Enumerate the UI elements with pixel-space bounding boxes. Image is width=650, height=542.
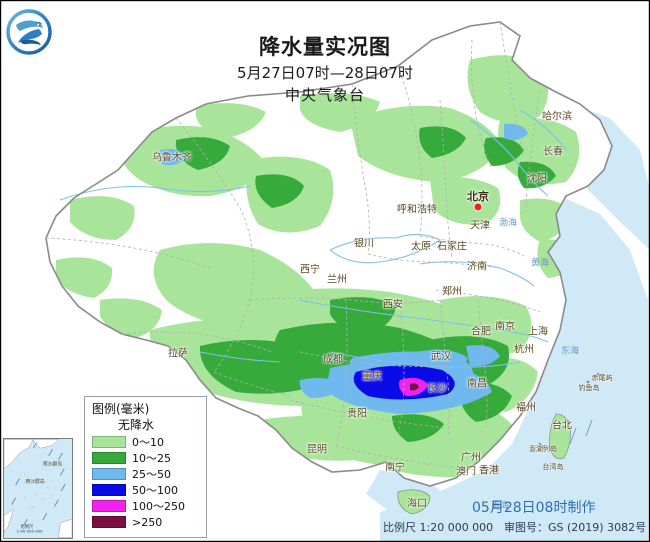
city-label: 澳门: [456, 466, 476, 478]
legend-title: 图例(毫米): [92, 402, 150, 416]
legend-row: 50～100: [92, 483, 200, 497]
legend-swatch: [92, 436, 126, 448]
city-label: 拉萨: [168, 348, 188, 360]
svg-text:南沙群岛: 南沙群岛: [43, 461, 63, 468]
legend-row: 0～10: [92, 435, 200, 449]
legend-rows: 0～10 10～25 25～50 50～100 100～250 >250: [92, 435, 200, 529]
made-at-timestamp: 05月28日08时制作: [472, 500, 596, 516]
title-organization: 中央气象台: [284, 86, 365, 104]
legend-swatch: [92, 516, 126, 528]
svg-text:西沙群岛: 西沙群岛: [25, 478, 45, 485]
page-title: 降水量实况图: [259, 35, 391, 59]
svg-text:1:40 000 000: 1:40 000 000: [17, 529, 43, 534]
beijing-marker-dot: [474, 203, 482, 211]
sea-label: 南海: [490, 501, 510, 512]
island-label: 澎湖列岛: [529, 445, 557, 453]
city-label: 广州: [461, 452, 481, 464]
sea-label: 东海: [560, 346, 580, 357]
city-label: 昆明: [307, 444, 327, 456]
legend-swatch: [92, 468, 126, 480]
map-scale-text: 比例尺 1:20 000 000: [383, 521, 494, 534]
city-label: 石家庄: [437, 241, 467, 253]
city-label: 贵阳: [347, 408, 367, 420]
sea-label: 渤海: [498, 218, 518, 229]
map-approval-number: 审图号：GS (2019) 3082号 MESIS3.0: [504, 521, 650, 534]
city-label: 香港: [479, 465, 499, 477]
cma-dragon-logo: [6, 9, 52, 55]
legend-row: >250: [92, 515, 200, 529]
island-label: 钓鱼岛: [578, 384, 600, 392]
legend-label: 0～10: [132, 436, 164, 449]
title-block: 降水量实况图 5月27日07时—28日07时 中央气象台: [180, 34, 470, 106]
legend-label: 100～250: [132, 500, 185, 513]
city-label: 天津: [470, 220, 490, 232]
city-label: 沈阳: [527, 173, 547, 185]
city-label: 杭州: [514, 344, 534, 356]
legend-label: 10～25: [132, 452, 171, 465]
legend-row: 100～250: [92, 499, 200, 513]
city-label: 西宁: [300, 264, 320, 276]
city-label: 呼和浩特: [397, 204, 437, 216]
sea-label: 黄海: [530, 258, 550, 269]
island-label: 赤尾屿: [591, 374, 613, 382]
city-label: 福州: [516, 402, 536, 414]
city-label: 上海: [528, 326, 548, 338]
legend-label: 50～100: [132, 484, 178, 497]
svg-text:比例尺: 比例尺: [21, 523, 35, 530]
city-label: 重庆: [362, 371, 382, 383]
legend-panel: 图例(毫米) 无降水 0～10 10～25 25～50 50～100 100～250 >2…: [84, 396, 207, 538]
city-label: 太原: [411, 241, 431, 253]
south-china-sea-inset: 西沙群岛 南沙群岛 比例尺 1:40 000 000: [3, 438, 73, 539]
legend-label: 25～50: [132, 468, 171, 481]
city-label: 长沙: [427, 383, 447, 395]
legend-swatch: [92, 500, 126, 512]
city-label: 济南: [467, 261, 487, 273]
city-label: 哈尔滨: [542, 111, 572, 123]
legend-no-rain-label: 无降水: [118, 418, 155, 432]
city-label: 北京: [467, 190, 489, 203]
city-label: 乌鲁木齐: [152, 152, 192, 164]
city-label: 长春: [543, 146, 563, 158]
legend-swatch: [92, 452, 126, 464]
city-label: 西安: [383, 299, 403, 311]
city-label: 海口: [407, 498, 427, 510]
city-label: 银川: [354, 238, 374, 250]
title-period: 5月27日07时—28日07时: [237, 64, 413, 82]
legend-swatch: [92, 484, 126, 496]
city-label: 合肥: [471, 326, 491, 338]
legend-row: 25～50: [92, 467, 200, 481]
city-label: 南京: [495, 321, 515, 333]
city-label: 南宁: [385, 462, 405, 474]
legend-label: >250: [132, 515, 163, 529]
city-label: 郑州: [442, 286, 462, 298]
island-label: 台湾岛: [542, 463, 564, 471]
city-label: 兰州: [327, 274, 347, 286]
city-label: 南昌: [467, 378, 487, 390]
city-label: 成都: [323, 354, 343, 366]
inset-map-graphic: 西沙群岛 南沙群岛 比例尺 1:40 000 000: [4, 439, 72, 538]
city-label: 武汉: [431, 351, 451, 363]
legend-row: 10～25: [92, 451, 200, 465]
city-label: 台北: [552, 420, 572, 432]
